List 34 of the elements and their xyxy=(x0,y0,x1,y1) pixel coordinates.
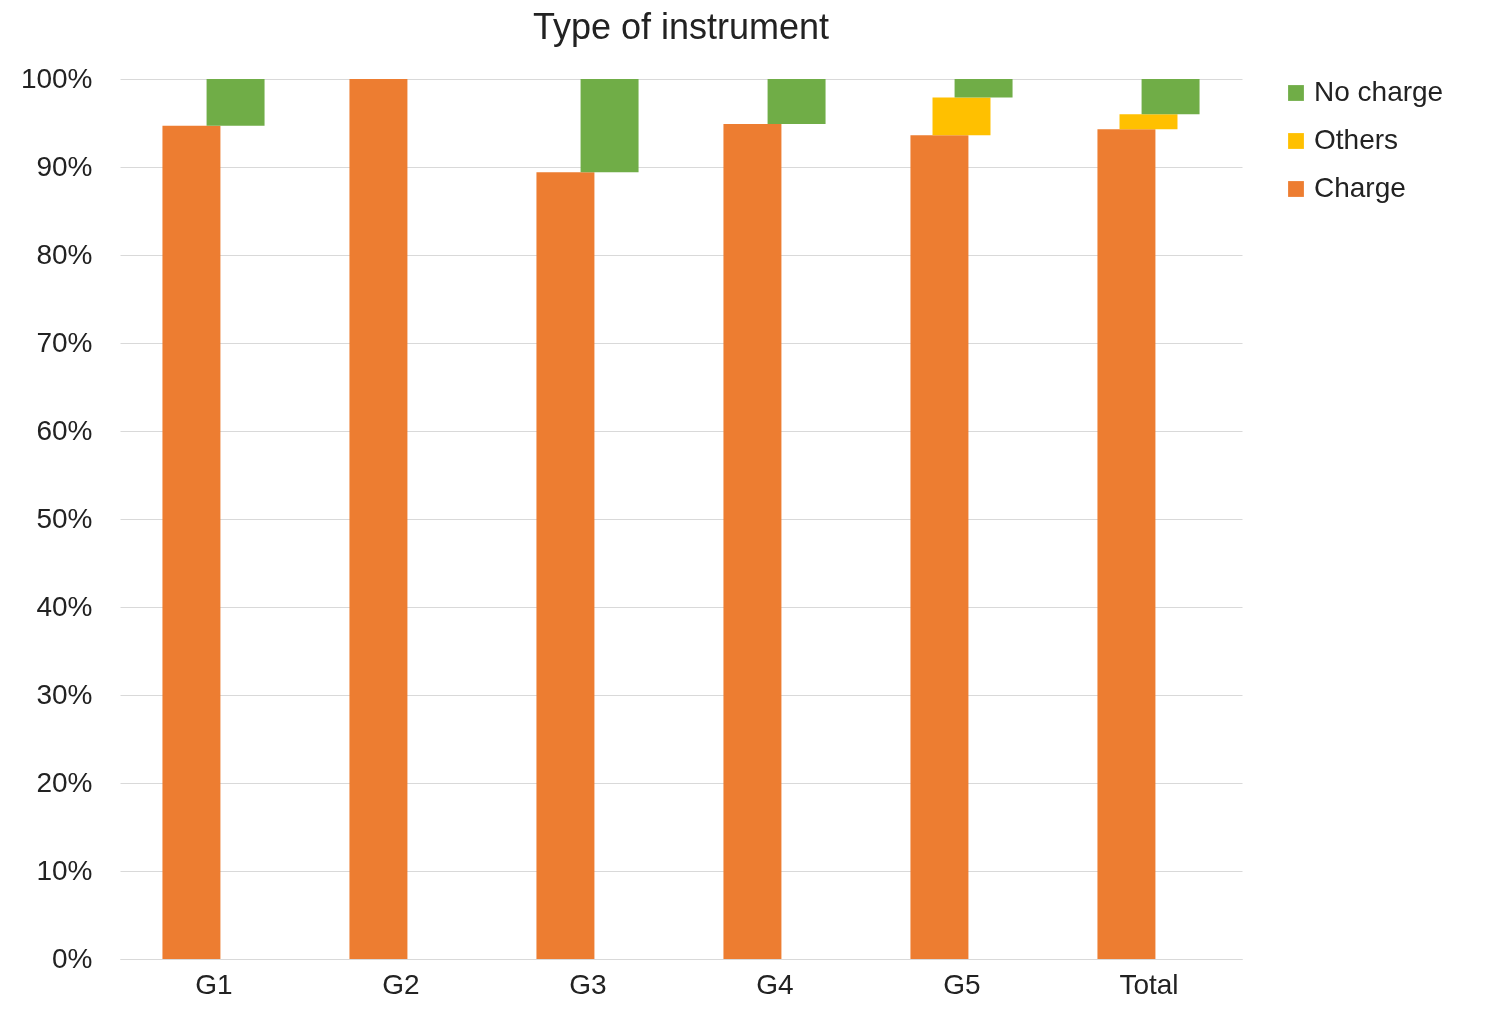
legend-label: Others xyxy=(1314,124,1399,155)
bar xyxy=(954,79,1013,98)
bar xyxy=(162,125,221,959)
y-tick-label: 80% xyxy=(36,238,93,270)
x-tick-label: G2 xyxy=(382,968,420,1000)
bar xyxy=(723,123,782,959)
y-tick-label: 10% xyxy=(36,854,93,886)
bar xyxy=(1141,79,1200,115)
bar xyxy=(1119,114,1178,130)
y-tick-label: 40% xyxy=(36,590,93,622)
y-tick-label: 20% xyxy=(36,766,93,798)
bar xyxy=(580,79,639,173)
y-tick-label: 90% xyxy=(36,150,93,182)
legend-label: No charge xyxy=(1314,76,1444,107)
bar xyxy=(206,79,265,126)
legend-label: Charge xyxy=(1314,172,1406,203)
y-tick-label: 50% xyxy=(36,502,93,534)
x-tick-label: G4 xyxy=(756,968,794,1000)
bar xyxy=(767,79,826,124)
bar xyxy=(349,79,408,959)
y-tick-label: 30% xyxy=(36,678,93,710)
x-tick-label: Total xyxy=(1119,968,1179,1000)
bar xyxy=(932,97,991,136)
y-tick-label: 70% xyxy=(36,326,93,358)
chart-title: Type of instrument xyxy=(532,6,830,47)
bar xyxy=(536,172,595,959)
y-tick-label: 100% xyxy=(20,62,93,94)
bar xyxy=(1097,129,1156,959)
x-tick-label: G5 xyxy=(943,968,981,1000)
x-tick-label: G1 xyxy=(195,968,233,1000)
bar xyxy=(910,135,969,959)
y-tick-label: 60% xyxy=(36,414,93,446)
y-tick-label: 0% xyxy=(52,942,93,974)
x-tick-label: G3 xyxy=(569,968,607,1000)
